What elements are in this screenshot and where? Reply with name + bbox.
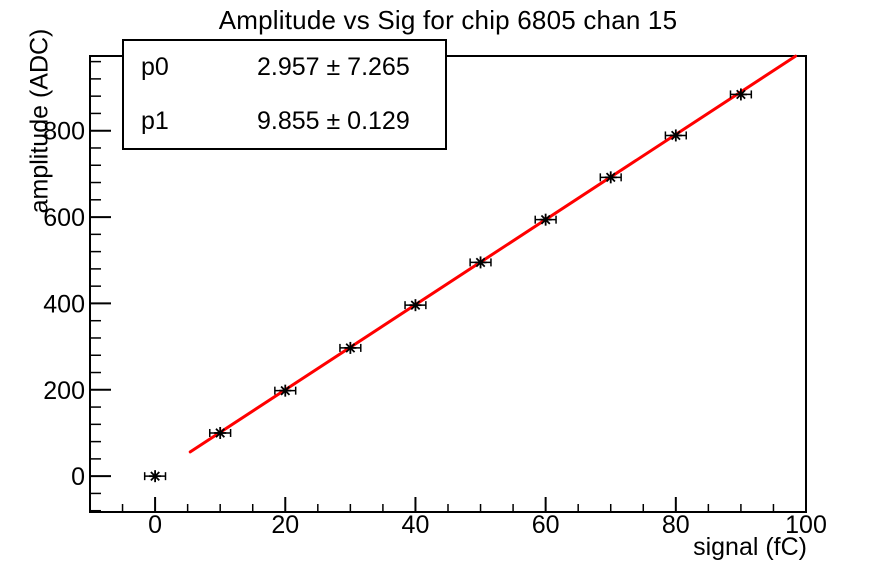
x-tick-label: 0 [148, 511, 162, 539]
y-tick-label: 400 [43, 290, 85, 318]
data-point [469, 256, 492, 269]
x-tick-label: 60 [532, 511, 560, 539]
marker-stroke [605, 172, 616, 183]
data-point [209, 426, 232, 439]
fit-param-value: 9.855 ± 0.129 [257, 106, 410, 135]
marker-stroke [345, 343, 356, 353]
y-tick-label: 600 [43, 204, 85, 232]
stats-row-p1: p1 9.855 ± 0.129 [124, 95, 445, 149]
x-tick-label: 100 [785, 511, 827, 539]
fit-param-value: 2.957 ± 7.265 [257, 53, 410, 82]
x-tick-label: 40 [402, 511, 430, 539]
data-point [599, 171, 622, 184]
x-axis-title: signal (fC) [693, 533, 807, 561]
data-point [404, 299, 427, 312]
y-tick-label: 200 [43, 377, 85, 405]
data-point [534, 213, 557, 226]
y-tick-label: 800 [43, 118, 85, 146]
plot-frame [89, 55, 807, 513]
marker-stroke [410, 300, 421, 310]
fit-param-name: p0 [141, 53, 169, 82]
fit-line [188, 54, 798, 454]
data-point [729, 88, 753, 101]
marker-stroke [736, 89, 746, 100]
y-tick-label: 0 [71, 463, 85, 491]
x-tick-label: 20 [271, 511, 299, 539]
y-axis-title: amplitude (ADC) [25, 28, 54, 214]
marker-stroke [215, 428, 226, 438]
marker-stroke [280, 385, 291, 396]
data-point [143, 470, 167, 483]
data-point [339, 341, 362, 354]
marker-stroke [670, 130, 681, 141]
x-tick-label: 80 [662, 511, 690, 539]
data-point [664, 129, 687, 142]
fit-param-name: p1 [141, 106, 169, 135]
marker-stroke [540, 214, 551, 225]
fit-stats-box: p0 2.957 ± 7.265 p1 9.855 ± 0.129 [122, 39, 447, 150]
data-point [274, 384, 297, 397]
stats-row-p0: p0 2.957 ± 7.265 [124, 41, 445, 95]
marker-stroke [150, 471, 160, 481]
plot-title: Amplitude vs Sig for chip 6805 chan 15 [218, 5, 678, 35]
marker-stroke [475, 257, 486, 268]
